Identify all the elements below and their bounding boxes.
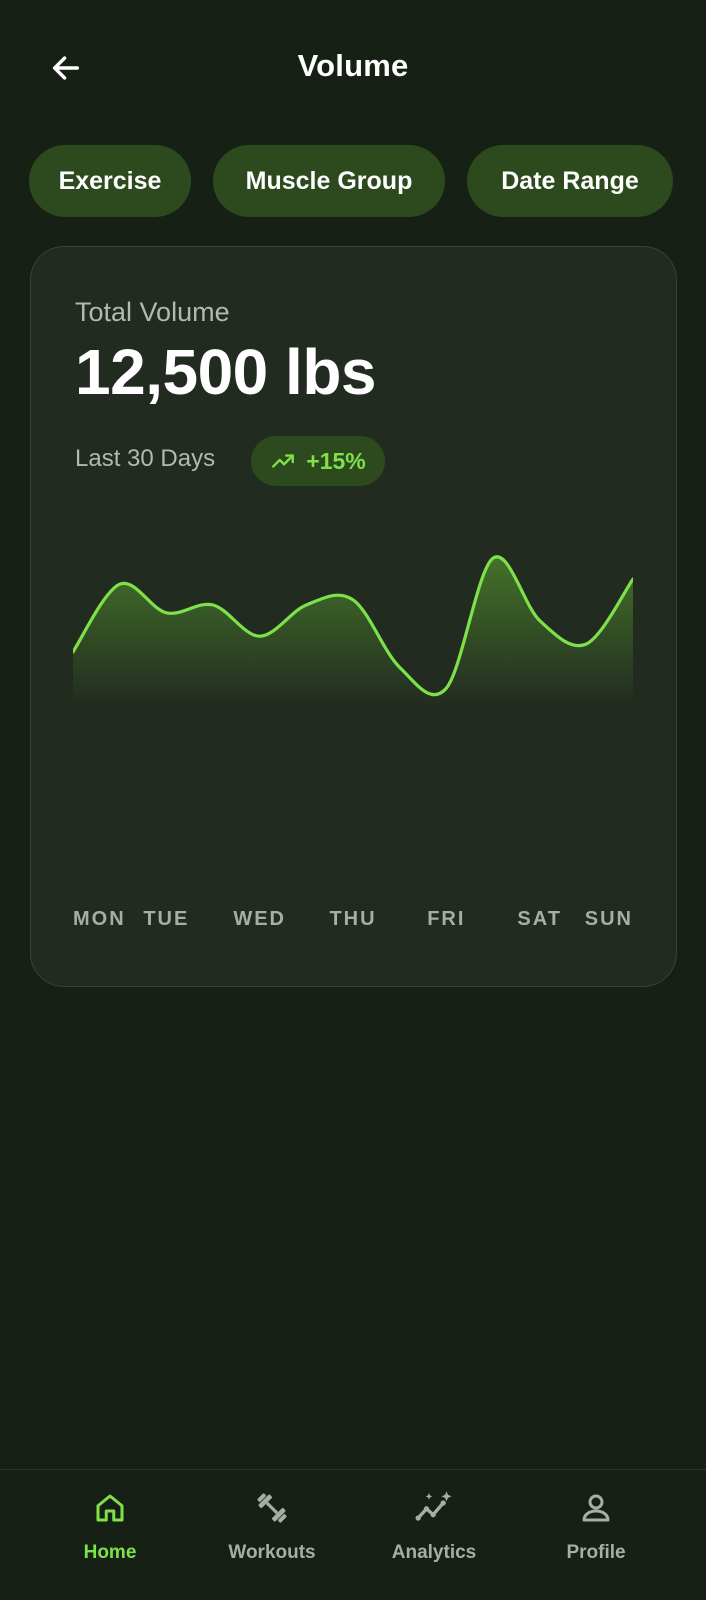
- volume-card: Total Volume 12,500 lbs Last 30 Days +15…: [30, 246, 677, 987]
- nav-label-analytics: Analytics: [391, 1542, 477, 1563]
- trending-up-icon: [272, 454, 295, 468]
- x-axis-label: TUE: [143, 908, 189, 930]
- bottom-navigation: Home Workouts: [0, 1469, 706, 1600]
- filter-chips: Exercise Muscle Group Date Range: [29, 145, 679, 217]
- analytics-sparkle-icon: [414, 1488, 454, 1528]
- chart-area-fill: [73, 556, 633, 707]
- nav-label-profile: Profile: [566, 1542, 626, 1563]
- nav-item-workouts[interactable]: Workouts: [207, 1488, 337, 1578]
- trend-badge: +15%: [251, 436, 385, 486]
- x-axis-label: SUN: [585, 908, 633, 930]
- volume-chart-svg: MON TUE WED THU FRI SAT SUN: [73, 555, 633, 930]
- dumbbell-icon: [252, 1488, 292, 1528]
- user-icon: [576, 1488, 616, 1528]
- back-button[interactable]: [42, 44, 90, 92]
- total-volume-label: Total Volume: [75, 297, 230, 327]
- nav-item-analytics[interactable]: Analytics: [369, 1488, 499, 1578]
- home-icon: [90, 1488, 130, 1528]
- nav-item-profile[interactable]: Profile: [531, 1488, 661, 1578]
- x-axis-label: THU: [329, 908, 376, 930]
- date-range-filter-chip[interactable]: Date Range: [467, 145, 673, 217]
- arrow-left-icon: [52, 56, 80, 80]
- muscle-group-filter-chip[interactable]: Muscle Group: [213, 145, 445, 217]
- period-label: Last 30 Days: [75, 445, 216, 472]
- volume-chart: MON TUE WED THU FRI SAT SUN: [73, 527, 633, 987]
- exercise-filter-chip[interactable]: Exercise: [29, 145, 191, 217]
- x-axis-label: SAT: [517, 908, 562, 930]
- x-axis-label: FRI: [427, 908, 465, 930]
- page-title: Volume: [297, 48, 409, 83]
- top-app-bar: Volume: [0, 0, 706, 130]
- x-axis-label: WED: [233, 908, 286, 930]
- x-axis-label: MON: [73, 908, 126, 930]
- nav-label-workouts: Workouts: [228, 1542, 316, 1563]
- nav-label-home: Home: [83, 1542, 137, 1563]
- total-volume-value: 12,500 lbs: [75, 336, 377, 408]
- trend-value: +15%: [306, 447, 366, 474]
- chart-series-line: [73, 555, 633, 697]
- nav-item-home[interactable]: Home: [45, 1488, 175, 1578]
